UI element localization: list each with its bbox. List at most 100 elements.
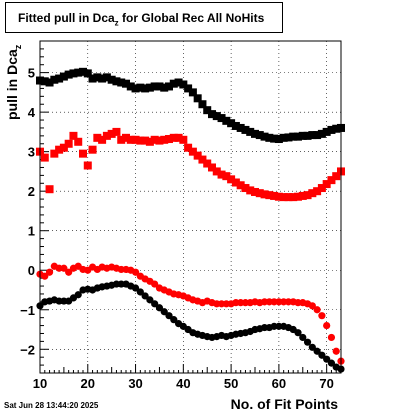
data-point-s1 xyxy=(69,131,78,140)
data-point-s1 xyxy=(79,149,87,158)
data-point-s0 xyxy=(131,84,140,93)
data-point-s3 xyxy=(303,338,312,346)
data-point-s1 xyxy=(294,192,302,201)
data-point-s1 xyxy=(308,189,317,198)
data-point-s1 xyxy=(222,172,231,181)
data-point-s1 xyxy=(327,176,336,185)
x-tick-label: 40 xyxy=(176,376,190,391)
data-point-s1 xyxy=(74,137,83,146)
data-point-s1 xyxy=(160,135,169,144)
data-point-s1 xyxy=(322,180,331,189)
data-point-s3 xyxy=(294,329,302,337)
data-point-s0 xyxy=(50,75,59,84)
data-point-s0 xyxy=(231,121,240,130)
data-point-s0 xyxy=(169,79,178,88)
x-tick-label: 70 xyxy=(319,376,333,391)
data-point-s2 xyxy=(41,272,49,280)
x-axis-label: No. of Fit Points xyxy=(230,396,338,412)
data-point-s1 xyxy=(303,191,312,200)
data-point-s0 xyxy=(179,80,188,89)
data-point-s3 xyxy=(141,292,149,300)
data-point-s0 xyxy=(150,82,159,91)
data-point-s0 xyxy=(93,73,102,82)
data-point-s0 xyxy=(270,134,279,143)
data-point-s1 xyxy=(255,189,264,198)
data-point-s2 xyxy=(313,306,321,314)
data-point-s0 xyxy=(241,125,250,134)
x-tick-label: 30 xyxy=(128,376,142,391)
data-point-s0 xyxy=(284,133,293,142)
data-point-s1 xyxy=(270,191,279,200)
data-point-s0 xyxy=(255,131,264,140)
data-point-s0 xyxy=(117,78,126,87)
data-point-s0 xyxy=(289,132,298,141)
data-point-s3 xyxy=(146,296,154,304)
y-tick-label: 2 xyxy=(28,184,35,199)
y-tick-label: −2 xyxy=(20,342,35,357)
data-point-s1 xyxy=(332,172,341,181)
data-point-s1 xyxy=(59,143,68,152)
data-point-s1 xyxy=(193,151,202,160)
data-point-s1 xyxy=(150,135,159,144)
data-point-s0 xyxy=(112,77,121,86)
data-point-s3 xyxy=(323,355,331,363)
data-point-s2 xyxy=(45,268,54,276)
data-point-s0 xyxy=(55,74,64,83)
chart-title: Fitted pull in Dcaz for Global Rec All N… xyxy=(18,11,265,28)
x-tick-label: 50 xyxy=(224,376,238,391)
data-point-s3 xyxy=(299,333,307,342)
y-tick-label: 1 xyxy=(28,224,35,239)
data-point-s0 xyxy=(198,100,207,109)
data-point-s3 xyxy=(136,288,144,296)
plot-frame xyxy=(39,40,342,374)
data-point-s0 xyxy=(174,78,183,87)
data-point-s1 xyxy=(188,147,197,156)
data-point-s0 xyxy=(83,69,92,78)
data-point-s3 xyxy=(170,316,178,324)
data-point-s1 xyxy=(251,187,259,196)
data-point-s1 xyxy=(131,135,140,144)
data-point-s1 xyxy=(93,133,102,142)
data-point-s3 xyxy=(160,308,168,316)
data-point-s1 xyxy=(83,161,92,170)
data-point-s0 xyxy=(126,82,135,91)
data-point-s0 xyxy=(122,79,130,88)
data-point-s1 xyxy=(298,191,307,200)
data-point-s3 xyxy=(318,351,326,359)
data-point-s1 xyxy=(165,135,173,144)
data-point-s1 xyxy=(203,159,212,168)
data-point-s1 xyxy=(317,184,326,193)
data-point-s0 xyxy=(246,127,255,136)
data-point-s2 xyxy=(308,302,316,310)
data-point-s2 xyxy=(151,280,159,288)
data-point-s2 xyxy=(332,347,340,355)
data-point-s2 xyxy=(327,333,336,342)
data-point-s1 xyxy=(274,192,283,201)
data-point-s1 xyxy=(102,131,111,140)
data-point-s3 xyxy=(155,304,164,312)
data-point-s0 xyxy=(327,125,336,134)
data-point-s0 xyxy=(279,133,288,142)
data-point-s2 xyxy=(65,268,73,276)
data-point-s0 xyxy=(332,124,341,133)
data-point-s0 xyxy=(107,75,116,84)
data-point-s1 xyxy=(112,127,121,136)
data-point-s1 xyxy=(208,163,216,172)
data-point-s0 xyxy=(251,129,259,138)
data-point-s1 xyxy=(231,178,240,187)
data-point-s0 xyxy=(317,129,326,138)
data-point-s0 xyxy=(165,82,173,91)
data-point-s1 xyxy=(107,129,116,138)
data-point-s1 xyxy=(45,185,54,194)
data-point-s2 xyxy=(60,264,68,272)
data-point-s0 xyxy=(217,114,226,123)
data-point-s0 xyxy=(313,131,322,140)
data-point-s0 xyxy=(145,83,154,92)
data-point-s1 xyxy=(241,184,250,193)
data-point-s0 xyxy=(160,83,169,92)
y-tick-label: 3 xyxy=(28,145,35,160)
data-point-s0 xyxy=(222,116,231,125)
y-tick-label: 0 xyxy=(28,263,35,278)
data-point-s1 xyxy=(236,181,245,190)
data-point-s1 xyxy=(184,143,193,152)
